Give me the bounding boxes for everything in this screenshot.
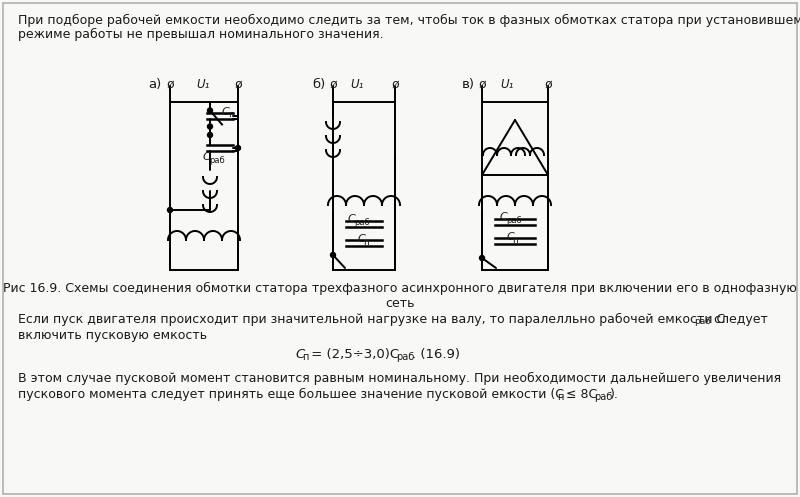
Circle shape [479,255,485,260]
Text: C: C [222,107,230,117]
Text: ≤ 8С: ≤ 8С [562,388,598,401]
Text: ø: ø [329,78,337,91]
Text: С: С [348,214,356,224]
Circle shape [207,108,213,113]
Text: в): в) [462,78,475,91]
Text: U₁: U₁ [350,78,363,91]
Text: пускового момента следует принять еще большее значение пусковой емкости (С: пускового момента следует принять еще бо… [18,388,564,401]
Circle shape [207,133,213,138]
Text: = (2,5÷3,0)С: = (2,5÷3,0)С [307,348,399,361]
Text: ).: ). [610,388,619,401]
Text: U₁: U₁ [196,78,210,91]
Text: ø: ø [166,78,174,91]
Text: n: n [512,236,518,245]
Text: C: C [358,234,366,244]
Text: а): а) [148,78,162,91]
Text: ø: ø [544,78,552,91]
Text: раб: раб [354,218,370,227]
Text: раб: раб [506,216,522,225]
Text: п: п [557,392,563,402]
Text: С: С [203,152,210,162]
Text: б): б) [312,78,326,91]
Text: п: п [302,352,308,362]
Text: раб: раб [396,352,414,362]
Text: n: n [228,110,234,119]
Circle shape [235,146,241,151]
Text: В этом случае пусковой момент становится равным номинальному. При необходимости : В этом случае пусковой момент становится… [18,372,781,385]
Circle shape [207,124,213,129]
Circle shape [330,252,335,257]
Text: ø: ø [478,78,486,91]
Text: следует: следует [710,313,768,326]
Text: С: С [500,212,508,222]
Text: . (16.9): . (16.9) [412,348,460,361]
Circle shape [167,208,173,213]
Text: включить пусковую емкость: включить пусковую емкость [18,329,207,342]
Text: ø: ø [391,78,399,91]
Text: При подборе рабочей емкости необходимо следить за тем, чтобы ток в фазных обмотк: При подборе рабочей емкости необходимо с… [18,14,800,27]
Text: Если пуск двигателя происходит при значительной нагрузке на валу, то паралелльно: Если пуск двигателя происходит при значи… [18,313,726,326]
Text: режиме работы не превышал номинального значения.: режиме работы не превышал номинального з… [18,28,384,41]
Text: раб: раб [594,392,612,402]
Text: Рис 16.9. Схемы соединения обмотки статора трехфазного асинхронного двигателя пр: Рис 16.9. Схемы соединения обмотки стато… [3,282,797,295]
Text: ø: ø [234,78,242,91]
Text: раб: раб [694,317,710,326]
Text: С: С [295,348,304,361]
Text: раб: раб [209,156,225,165]
Text: U₁: U₁ [500,78,514,91]
Text: n: n [363,238,369,247]
Text: C: C [507,232,514,242]
Text: сеть: сеть [386,297,414,310]
